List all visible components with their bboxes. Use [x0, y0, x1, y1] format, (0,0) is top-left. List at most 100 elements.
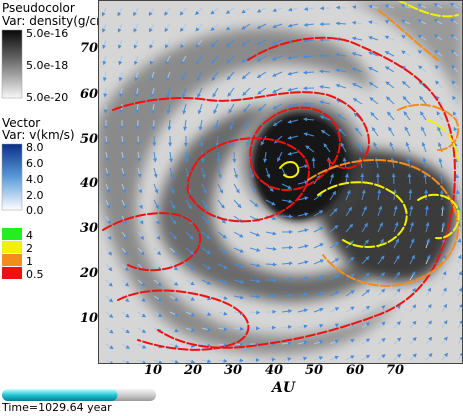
- velocity-vector: [135, 103, 140, 114]
- velocity-vector: [241, 39, 251, 47]
- velocity-vector: [377, 288, 386, 297]
- velocity-vector: [217, 279, 228, 285]
- velocity-vector: [217, 263, 228, 269]
- upper-right-arm: [348, 0, 463, 110]
- velocity-vector: [361, 189, 366, 201]
- velocity-vector: [401, 80, 411, 89]
- velocity-vector: [368, 51, 379, 57]
- velocity-vector: [441, 270, 447, 281]
- velocity-vector: [151, 119, 156, 131]
- velocity-vector: [225, 7, 235, 15]
- velocity-vector: [351, 20, 363, 25]
- velocity-vector: [210, 7, 219, 15]
- velocity-vector: [423, 173, 428, 185]
- velocity-vector: [281, 341, 292, 346]
- density-tick-low: 5.0e-20: [26, 91, 69, 104]
- velocity-vector: [265, 199, 276, 206]
- velocity-vector: [385, 81, 395, 89]
- velocity-vector: [119, 103, 124, 114]
- velocity-vector: [287, 119, 299, 124]
- velocity-vector: [425, 320, 432, 329]
- velocity-vector: [165, 55, 171, 65]
- velocity-vector: [281, 309, 293, 314]
- velocity-vector: [167, 119, 172, 131]
- velocity-vector: [425, 238, 430, 249]
- velocity-vector: [303, 70, 315, 75]
- velocity-vector: [217, 295, 228, 300]
- velocity-vector: [105, 183, 110, 194]
- contour-lines: [102, 0, 460, 351]
- velocity-vector: [281, 293, 293, 298]
- velocity-vector: [422, 157, 427, 169]
- velocity-vector: [377, 189, 382, 201]
- velocity-vector: [149, 39, 155, 49]
- velocity-vector: [217, 358, 228, 363]
- velocity-vector: [201, 311, 212, 316]
- velocity-vector: [201, 263, 212, 270]
- velocity-vector: [352, 98, 363, 105]
- velocity-vector: [345, 256, 355, 265]
- velocity-tick-2: 2.0: [26, 189, 44, 202]
- velocity-vector: [272, 103, 283, 110]
- contour-yellow-core: [279, 161, 300, 179]
- velocity-vector: [137, 215, 144, 225]
- velocity-vector: [233, 247, 245, 253]
- velocity-vector: [425, 353, 433, 361]
- velocity-vector: [418, 65, 427, 73]
- velocity-vector: [137, 167, 142, 178]
- velocity-vector: [197, 87, 203, 98]
- velocity-vector: [424, 205, 429, 217]
- velocity-vector: [265, 246, 277, 251]
- velocity-vector: [263, 151, 268, 163]
- velocity-vector: [105, 295, 114, 303]
- velocity-vector: [361, 205, 367, 217]
- velocity-vector: [389, 141, 395, 153]
- velocity-vector: [256, 7, 267, 13]
- velocity-vector: [214, 119, 219, 131]
- velocity-vector: [201, 231, 211, 240]
- velocity-vector: [357, 142, 363, 153]
- velocity-vector: [133, 39, 139, 49]
- x-tick-30: 30: [224, 363, 243, 378]
- velocity-vector: [233, 231, 244, 238]
- velocity-vector: [368, 36, 379, 41]
- velocity-vector: [104, 135, 109, 146]
- velocity-vector: [217, 327, 228, 332]
- velocity-vector: [313, 291, 325, 297]
- velocity-vector: [329, 307, 340, 313]
- velocity-vector: [336, 113, 347, 121]
- velocity-vector: [137, 247, 145, 256]
- velocity-vector: [201, 359, 212, 364]
- velocity-vector: [137, 295, 146, 302]
- velocity-colorbar: [1, 143, 23, 211]
- velocity-vector: [201, 183, 207, 194]
- velocity-vector: [319, 69, 331, 74]
- velocity-vector: [433, 18, 443, 25]
- velocity-vector: [181, 71, 187, 82]
- velocity-vector: [102, 71, 107, 82]
- velocity-vector: [241, 55, 251, 63]
- velocity-vector: [433, 3, 443, 9]
- velocity-vector: [297, 276, 309, 281]
- velocity-vector: [351, 36, 363, 41]
- contour-red-arm-left: [102, 212, 202, 272]
- velocity-vector: [402, 96, 411, 105]
- velocity-vector: [388, 126, 395, 137]
- velocity-vector: [271, 71, 283, 77]
- velocity-vector: [217, 247, 228, 254]
- velocity-vector: [441, 352, 449, 361]
- velocity-vector: [169, 247, 178, 256]
- velocity-vector: [440, 205, 445, 217]
- velocity-vector: [185, 359, 196, 364]
- velocity-vector: [297, 260, 309, 265]
- velocity-vector: [340, 142, 347, 153]
- velocity-vector: [288, 7, 299, 12]
- velocity-vector: [457, 238, 462, 249]
- velocity-vector: [211, 55, 219, 65]
- velocity-vector: [393, 221, 399, 233]
- velocity-vector: [179, 23, 187, 32]
- velocity-vector: [105, 327, 114, 334]
- velocity-vector: [153, 215, 160, 225]
- velocity-vector: [249, 231, 261, 237]
- velocity-vector: [297, 196, 309, 201]
